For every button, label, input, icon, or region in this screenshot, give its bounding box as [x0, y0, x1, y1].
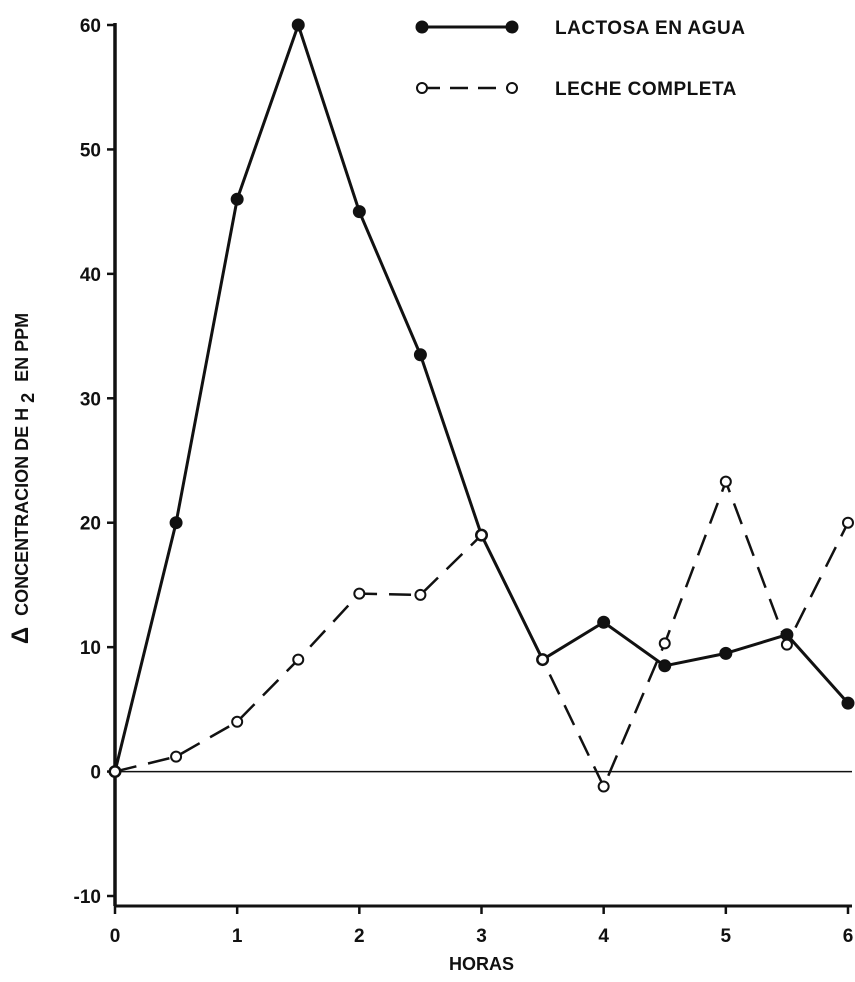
data-point: [231, 715, 244, 728]
tick-labels: -10 0 10 20 30 40 50 60 0 1 2 3 4 5 6: [74, 16, 854, 947]
data-point: [842, 516, 854, 529]
data-point: [841, 696, 855, 710]
y-tick-label: 40: [80, 265, 101, 286]
legend-label: LACTOSA EN AGUA: [555, 18, 745, 39]
legend-marker: [506, 82, 518, 94]
x-tick-label: 4: [598, 926, 609, 947]
data-point: [109, 765, 121, 778]
data-point: [536, 653, 549, 666]
x-axis-title: HORAS: [449, 954, 514, 974]
legend-entry: LECHE COMPLETA: [416, 79, 737, 100]
y-tick-label: 60: [80, 16, 101, 37]
series-2: [109, 475, 854, 793]
x-tick-label: 2: [354, 926, 365, 947]
data-point: [352, 205, 366, 219]
legend-entry: LACTOSA EN AGUA: [415, 18, 745, 39]
x-tick-label: 5: [721, 926, 732, 947]
y-axis-title-suffix: EN PPM: [12, 313, 32, 382]
series-layer: [108, 18, 855, 793]
y-tick-label: 10: [80, 638, 101, 659]
y-tick-label: 30: [80, 389, 101, 410]
data-point: [658, 637, 671, 650]
data-point: [597, 615, 611, 629]
series-1: [108, 18, 855, 779]
data-point: [475, 529, 488, 542]
legend-marker: [415, 20, 429, 34]
y-tick-label: -10: [74, 887, 101, 908]
data-point: [413, 348, 427, 362]
data-point: [719, 646, 733, 660]
x-tick-label: 6: [843, 926, 854, 947]
y-axis-title-subscript: 2: [18, 393, 38, 403]
data-point: [597, 780, 610, 793]
data-point: [230, 192, 244, 206]
legend-marker: [505, 20, 519, 34]
y-axis-title: Δ CONCENTRACION DE H 2 EN PPM: [7, 313, 38, 644]
y-axis-title-main: CONCENTRACION DE H: [12, 408, 32, 616]
data-point: [780, 638, 793, 651]
axes: [107, 23, 852, 914]
data-point: [658, 659, 672, 673]
data-point: [170, 750, 183, 763]
y-tick-label: 50: [80, 140, 101, 161]
data-point: [291, 18, 305, 32]
series-line: [113, 23, 850, 772]
y-axis-title-prefix: Δ: [7, 627, 34, 644]
data-point: [169, 516, 183, 530]
legend-label: LECHE COMPLETA: [555, 79, 737, 100]
y-axis-title-text: Δ CONCENTRACION DE H 2 EN PPM: [7, 313, 38, 644]
data-point: [292, 653, 305, 666]
y-tick-label: 20: [80, 514, 101, 535]
data-point: [719, 475, 732, 488]
y-tick-label: 0: [90, 763, 101, 784]
data-point: [353, 587, 366, 600]
x-tick-label: 1: [232, 926, 243, 947]
legend: LACTOSA EN AGUA LECHE COMPLETA: [415, 18, 745, 100]
series-line: [114, 480, 850, 788]
x-tick-label: 0: [110, 926, 121, 947]
legend-marker: [416, 82, 428, 94]
x-tick-label: 3: [476, 926, 487, 947]
data-point: [414, 588, 427, 601]
